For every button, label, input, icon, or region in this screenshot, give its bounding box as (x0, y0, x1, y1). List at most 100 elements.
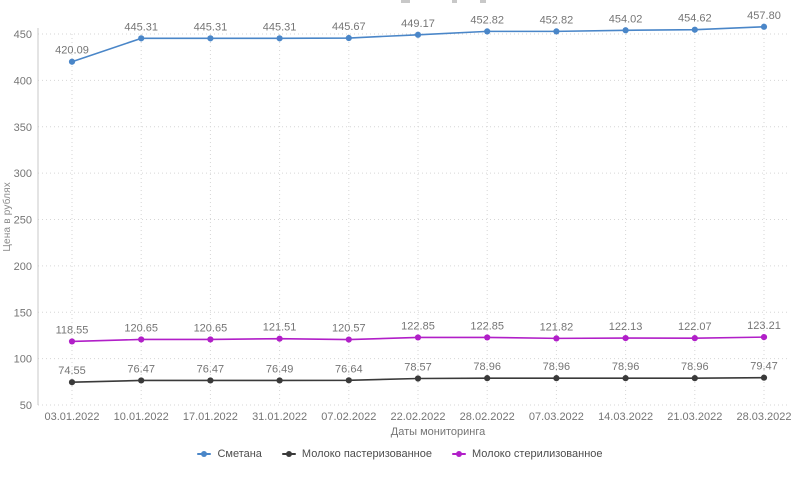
x-tick-label: 14.03.2022 (598, 411, 653, 423)
data-point[interactable] (68, 58, 76, 65)
chart-legend: Сметана Молоко пастеризованное Молоко стер… (0, 448, 800, 460)
data-point[interactable] (68, 379, 76, 386)
data-point[interactable] (760, 333, 768, 341)
data-point[interactable] (414, 334, 422, 341)
legend-item[interactable]: Сметана (197, 448, 262, 460)
data-point[interactable] (345, 336, 352, 343)
data-point[interactable] (484, 334, 491, 341)
x-tick-label: 22.02.2022 (390, 411, 445, 423)
data-point[interactable] (345, 34, 352, 42)
value-label: 454.62 (678, 13, 712, 25)
legend-series-marker-icon (451, 451, 466, 457)
legend-item[interactable]: Молоко стерилизованное (451, 448, 603, 460)
data-point[interactable] (276, 377, 283, 384)
value-label: 122.85 (470, 320, 504, 332)
value-label: 76.49 (266, 363, 294, 375)
data-point[interactable] (138, 336, 145, 343)
value-label: 454.02 (609, 13, 643, 25)
x-tick-label: 07.03.2022 (529, 411, 584, 423)
value-label: 78.57 (404, 362, 432, 374)
value-label: 122.07 (678, 321, 712, 333)
value-label: 76.64 (335, 363, 363, 375)
value-label: 122.85 (401, 320, 435, 332)
value-label: 120.57 (332, 323, 366, 335)
y-tick-label: 250 (14, 215, 32, 227)
data-point[interactable] (276, 335, 283, 342)
data-point[interactable] (138, 35, 145, 42)
data-point[interactable] (622, 27, 629, 34)
value-label: 420.09 (55, 45, 89, 57)
data-point[interactable] (207, 336, 214, 343)
x-tick-label: 31.01.2022 (252, 411, 307, 423)
data-point[interactable] (207, 377, 214, 384)
value-label: 121.82 (540, 321, 574, 333)
legend-series-dot-icon (201, 451, 208, 457)
y-tick-label: 200 (14, 261, 32, 273)
data-point[interactable] (622, 375, 629, 382)
data-point[interactable] (276, 35, 283, 42)
data-point[interactable] (138, 377, 145, 384)
data-point[interactable] (484, 28, 491, 35)
value-label: 78.96 (473, 361, 501, 373)
data-point[interactable] (345, 377, 352, 384)
value-label: 122.13 (609, 321, 643, 333)
value-label: 123.21 (747, 320, 781, 332)
value-label: 78.96 (543, 361, 571, 373)
data-point[interactable] (68, 338, 76, 345)
value-label: 457.80 (747, 10, 781, 22)
value-label: 452.82 (470, 14, 504, 26)
data-point[interactable] (691, 335, 698, 342)
value-label: 74.55 (58, 365, 86, 377)
legend-series-label: Молоко стерилизованное (471, 448, 603, 460)
value-label: 121.51 (263, 322, 297, 334)
data-point[interactable] (760, 374, 768, 381)
value-label: 79.47 (750, 361, 778, 373)
x-tick-label: 07.02.2022 (321, 411, 376, 423)
data-point[interactable] (760, 23, 768, 30)
x-tick-label: 03.01.2022 (44, 411, 99, 423)
data-point[interactable] (484, 375, 491, 382)
data-point[interactable] (414, 375, 422, 382)
x-tick-label: 28.02.2022 (460, 411, 515, 423)
x-tick-label: 21.03.2022 (667, 411, 722, 423)
data-point[interactable] (622, 334, 629, 342)
cropped-title-fragment (401, 0, 410, 3)
legend-series-dot-icon (455, 451, 462, 457)
value-label: 78.96 (681, 361, 709, 373)
y-tick-label: 350 (14, 122, 32, 134)
data-point[interactable] (553, 28, 560, 35)
value-label: 445.31 (263, 21, 297, 33)
y-tick-label: 400 (14, 75, 32, 87)
legend-item[interactable]: Молоко пастеризованное (281, 448, 432, 460)
y-tick-label: 50 (20, 400, 32, 412)
legend-series-marker-icon (197, 451, 212, 457)
value-label: 118.55 (56, 324, 89, 336)
value-label: 78.96 (612, 361, 640, 373)
value-label: 76.47 (127, 363, 155, 375)
value-label: 120.65 (124, 322, 158, 334)
legend-series-label: Молоко пастеризованное (301, 448, 432, 460)
data-point[interactable] (691, 375, 698, 382)
data-point[interactable] (207, 35, 214, 42)
x-tick-label: 17.01.2022 (183, 411, 238, 423)
legend-series-marker-icon (281, 451, 296, 457)
value-label: 445.67 (332, 21, 366, 33)
data-point[interactable] (553, 335, 560, 342)
y-tick-label: 150 (14, 307, 32, 319)
data-point[interactable] (414, 31, 422, 38)
value-label: 445.31 (124, 21, 158, 33)
value-label: 445.31 (194, 21, 228, 33)
cropped-title-fragment (480, 0, 486, 3)
x-tick-label: 10.01.2022 (114, 411, 169, 423)
legend-series-label: Сметана (217, 448, 262, 460)
y-tick-label: 450 (14, 29, 32, 41)
x-axis-title: Даты мониторинга (390, 426, 486, 438)
y-axis-title: Цена в рублях (2, 182, 13, 252)
data-point[interactable] (553, 375, 560, 382)
cropped-title-fragment (452, 0, 457, 3)
value-label: 76.47 (197, 363, 225, 375)
value-label: 449.17 (401, 18, 435, 30)
data-point[interactable] (691, 26, 698, 33)
price-line-chart: 50 100 150 200 250 300 350 400 450 03.01.2022 10.0… (14, 10, 792, 423)
